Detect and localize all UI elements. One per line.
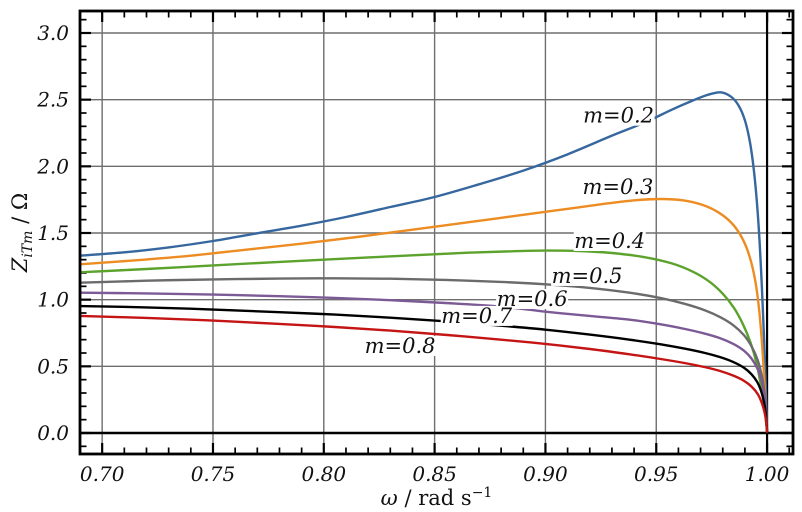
curve-label-bg — [364, 335, 437, 356]
x-tick-label: 1.00 — [745, 462, 790, 486]
grid-lines — [80, 11, 793, 454]
plot-border — [78, 9, 795, 456]
y-tick-label: 3.0 — [37, 21, 69, 45]
y-tick-label: 2.0 — [36, 154, 69, 178]
curve-label-bg — [440, 305, 513, 326]
curve-label-bg — [496, 289, 569, 309]
y-tick-label: 0.0 — [37, 421, 69, 445]
y-tick-label: 2.5 — [36, 88, 69, 112]
curve-label-bg — [581, 177, 654, 197]
curve-label: m=0.4 — [574, 229, 645, 253]
curve-label: m=0.7 — [441, 304, 513, 328]
x-tick-label: 0.70 — [80, 462, 125, 486]
x-tick-label: 0.95 — [634, 462, 679, 486]
x-axis-label: ω / rad s−1 — [381, 485, 493, 510]
x-tick-label: 0.85 — [412, 462, 457, 486]
curve-label: m=0.2 — [583, 104, 654, 128]
curve-label: m=0.3 — [582, 175, 653, 199]
y-axis-label-text: ZiTm / Ω — [8, 193, 36, 274]
curve-label-bg — [551, 265, 624, 286]
x-tick-label: 0.80 — [302, 462, 347, 486]
y-tick-label: 1.5 — [37, 221, 69, 245]
y-tick-label: 1.0 — [37, 288, 69, 312]
curve-m-0.5 — [78, 277, 769, 433]
curve-m-0.7 — [78, 304, 769, 433]
y-tick-labels: 0.0 0.5 1.0 1.5 2.0 2.5 3.0 — [36, 21, 69, 445]
curve-label: m=0.5 — [552, 264, 623, 288]
curve-m-0.3 — [78, 197, 769, 433]
y-tick-label: 0.5 — [37, 354, 69, 378]
y-axis-label: ZiTm / Ω — [8, 193, 36, 274]
curve-m-0.8 — [78, 314, 769, 433]
curve-label-bg — [582, 105, 655, 126]
x-tick-label: 0.75 — [191, 462, 236, 486]
curve-label: m=0.8 — [365, 334, 436, 358]
x-axis-label-text: ω / rad s−1 — [381, 485, 493, 510]
x-tick-labels: 0.70 0.75 0.80 0.85 0.90 0.95 1.00 — [80, 462, 790, 486]
curve-labels: m=0.2m=0.3m=0.4m=0.5m=0.6m=0.7m=0.8 — [364, 104, 655, 358]
curve-label-bg — [573, 231, 646, 251]
curve-m-0.6 — [78, 291, 769, 433]
x-tick-label: 0.90 — [523, 462, 568, 486]
spines — [78, 9, 795, 456]
